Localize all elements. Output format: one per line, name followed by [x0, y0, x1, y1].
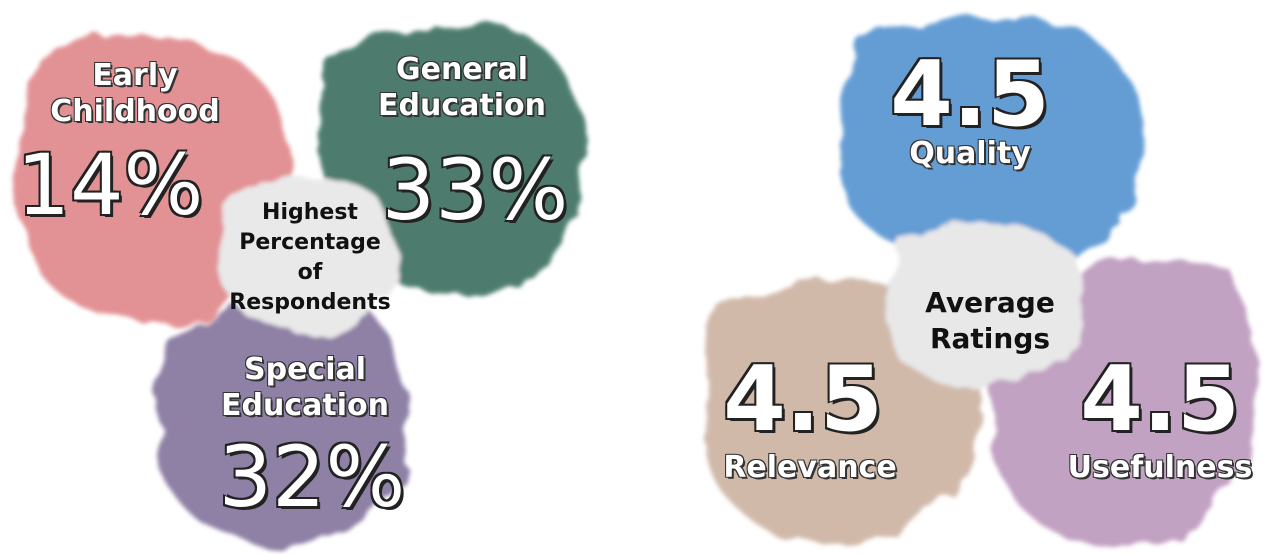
center-title: Average Ratings	[920, 285, 1060, 357]
group-label: Special Education	[215, 352, 395, 424]
infographic: Early Childhood 14% General Education 33…	[0, 0, 1269, 554]
rating-label: Relevance	[710, 450, 910, 486]
group-value: 14%	[10, 140, 210, 230]
rating-label: Quality	[870, 136, 1070, 172]
group-label: Early Childhood	[45, 58, 225, 130]
group-label: General Education	[372, 52, 552, 124]
center-title: Highest Percentage of Respondents	[225, 198, 395, 318]
rating-value: 4.5	[1050, 355, 1269, 445]
group-value: 33%	[365, 145, 585, 235]
group-value: 32%	[202, 432, 422, 522]
rating-label: Usefulness	[1060, 450, 1260, 486]
rating-value: 4.5	[860, 50, 1080, 140]
rating-value: 4.5	[693, 355, 913, 445]
